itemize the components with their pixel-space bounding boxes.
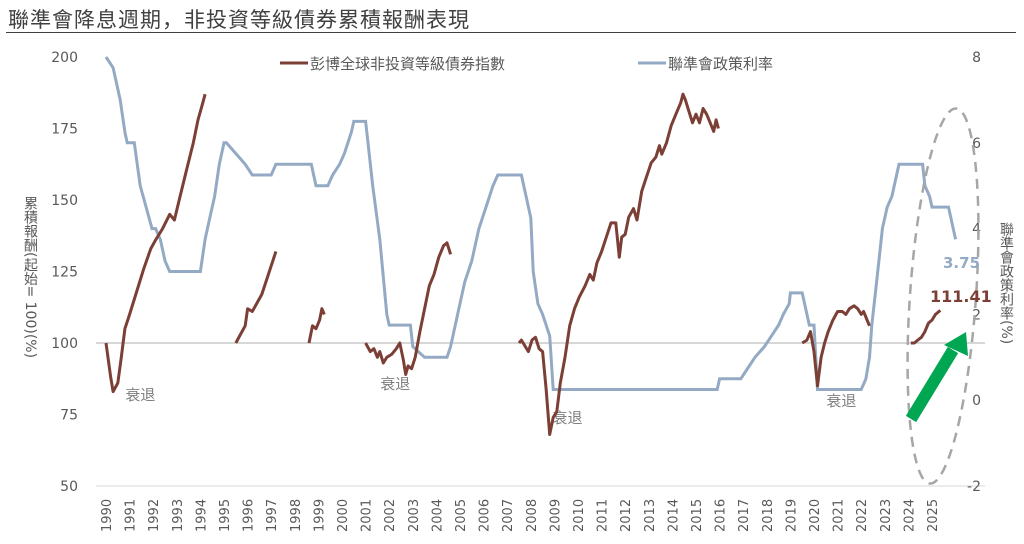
- right-tick-label: 4: [972, 222, 981, 238]
- recession-label: 衰退: [380, 375, 410, 393]
- x-tick-label: 1993: [171, 499, 186, 532]
- bond-cycle-line: [801, 304, 871, 388]
- bond-cycle-line: [234, 251, 278, 344]
- x-tick-label: 1996: [242, 499, 257, 532]
- title-underline: [6, 32, 1016, 33]
- x-tick-label: 2016: [714, 499, 729, 532]
- legend: 彭博全球非投資等級債券指數 聯準會政策利率: [280, 55, 773, 73]
- x-tick-label: 1992: [147, 499, 162, 532]
- x-tick-label: 2023: [879, 499, 894, 532]
- bond-index-lines: [104, 92, 942, 436]
- x-tick-label: 2011: [596, 499, 611, 532]
- bond-cycle-line: [517, 92, 720, 436]
- x-tick-label: 2007: [501, 499, 516, 532]
- bond-cycle-line: [104, 93, 207, 394]
- right-axis-ticks: -2 0 2 4 6 8: [967, 50, 981, 495]
- x-tick-label: 1994: [194, 499, 209, 532]
- x-tick-label: 2024: [902, 499, 917, 532]
- x-axis-ticks: 1990 1991 1992 1993 1994 1995 1996 1997 1998 1999…: [100, 499, 941, 532]
- x-tick-label: 2012: [619, 499, 634, 532]
- x-tick-label: 1999: [312, 499, 327, 532]
- left-tick-label: 50: [60, 479, 78, 495]
- right-axis-title: 聯準會政策利率(%): [998, 222, 1014, 345]
- x-tick-label: 2009: [548, 499, 563, 532]
- x-tick-label: 1998: [289, 499, 304, 532]
- bond-end-label: 111.41: [930, 287, 992, 306]
- x-tick-label: 2004: [430, 499, 445, 532]
- x-tick-label: 2006: [478, 499, 493, 532]
- left-tick-label: 200: [51, 50, 78, 66]
- left-axis-title: 累積報酬(起始= 100)(%): [22, 196, 38, 359]
- x-tick-label: 2021: [832, 499, 847, 532]
- x-tick-label: 2020: [808, 499, 823, 532]
- x-tick-label: 2025: [926, 499, 941, 532]
- left-tick-label: 150: [51, 193, 78, 209]
- fed-rate-line: [104, 56, 958, 391]
- bond-cycle-line: [307, 307, 326, 344]
- x-tick-label: 2008: [525, 499, 540, 532]
- right-tick-label: 2: [972, 307, 981, 323]
- legend-rate-label: 聯準會政策利率: [668, 55, 773, 73]
- x-tick-label: 2010: [572, 499, 587, 532]
- left-axis-ticks: 50 75 100 125 150 175 200: [51, 50, 78, 495]
- recession-label: 衰退: [553, 409, 583, 427]
- x-tick-label: 1997: [265, 499, 280, 532]
- x-tick-label: 2015: [690, 499, 705, 532]
- left-tick-label: 175: [51, 122, 78, 138]
- x-tick-label: 2013: [643, 499, 658, 532]
- x-tick-label: 2003: [407, 499, 422, 532]
- x-tick-label: 2000: [336, 499, 351, 532]
- right-tick-label: 6: [972, 136, 981, 152]
- x-tick-label: 2018: [761, 499, 776, 532]
- x-tick-label: 2019: [784, 499, 799, 532]
- chart-title: 聯準會降息週期，非投資等級債券累積報酬表現: [8, 8, 470, 32]
- x-tick-label: 2017: [737, 499, 752, 532]
- x-tick-label: 2002: [383, 499, 398, 532]
- legend-bond-label: 彭博全球非投資等級債券指數: [310, 55, 505, 73]
- up-arrow-icon: [905, 332, 968, 423]
- recession-label: 衰退: [125, 386, 155, 404]
- right-tick-label: 8: [972, 50, 981, 66]
- x-tick-label: 2001: [360, 499, 375, 532]
- right-tick-label: -2: [967, 479, 981, 495]
- left-tick-label: 75: [60, 408, 78, 424]
- right-tick-label: 0: [972, 393, 981, 409]
- x-tick-label: 1995: [218, 499, 233, 532]
- x-tick-label: 2022: [855, 499, 870, 532]
- highlight-ellipse: [906, 107, 980, 485]
- x-tick-label: 1990: [100, 499, 115, 532]
- bond-cycle-line: [910, 309, 942, 345]
- recession-label: 衰退: [826, 392, 856, 410]
- x-tick-label: 2014: [666, 499, 681, 532]
- rate-end-label: 3.75: [943, 254, 980, 272]
- bond-cycle-line: [364, 241, 453, 376]
- x-tick-label: 2005: [454, 499, 469, 532]
- x-tick-label: 1991: [124, 499, 139, 532]
- left-tick-label: 125: [51, 265, 78, 281]
- left-tick-label: 100: [51, 336, 78, 352]
